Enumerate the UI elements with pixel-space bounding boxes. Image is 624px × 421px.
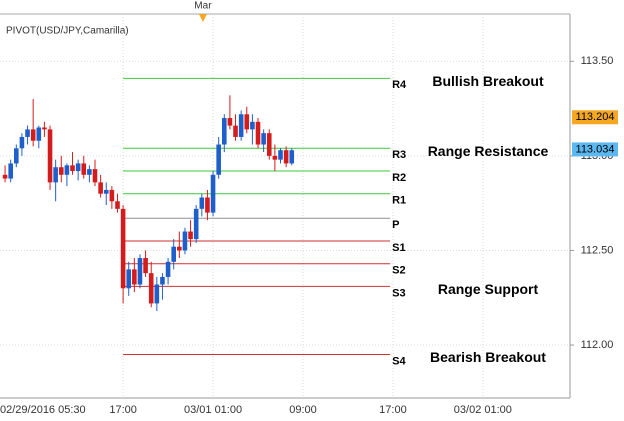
annotation: Bearish Breakout [430,349,546,365]
pivot-label: S1 [392,242,405,254]
price-label: 113.204 [576,111,615,123]
annotation: Bullish Breakout [432,73,544,89]
pivot-label: S3 [392,287,405,299]
pivot-label: S2 [392,265,405,277]
candle-body [75,163,81,172]
candle-body [216,144,221,175]
candle-body [283,150,289,164]
y-tick-label: 112.00 [581,339,614,351]
pivot-label: R3 [392,149,406,161]
candle-body [115,201,120,209]
x-tick-label: 03/01 01:00 [184,404,242,416]
x-tick-label: 02/29/2016 05:30 [0,404,86,416]
x-tick-label: 03/02 01:00 [454,404,512,416]
candle-body [210,174,216,213]
candle-body [148,273,154,304]
candle-body [272,155,278,160]
candle-body [64,165,70,175]
candle-body [53,167,58,183]
candle-body [137,258,143,285]
candle-body [171,246,176,262]
candle-body [87,169,92,175]
candle-body [278,150,283,160]
candle-body [250,121,255,130]
pivot-label: R4 [392,79,407,91]
candle-body [47,129,53,183]
candle-body [14,148,19,164]
x-tick-label: 17:00 [379,404,407,416]
annotation: Range Support [438,281,539,297]
y-tick-label: 113.50 [581,55,614,67]
indicator-label: PIVOT(USD/JPY,Camarilla) [6,26,129,37]
candle-body [244,114,250,130]
candle-body [81,163,87,175]
candle-body [227,118,233,126]
candle-body [143,258,148,274]
candle-body [120,208,126,289]
candle-body [103,189,109,194]
candle-body [233,125,238,137]
price-label-box [572,110,618,125]
candle-body [182,231,188,251]
candle-body [255,121,261,145]
y-tick-label: 112.50 [581,244,614,256]
candle-body [58,167,64,175]
candle-body [98,182,103,194]
candle-body [177,246,182,251]
candle-body [109,189,115,202]
top-marker-label: Mar [194,1,212,12]
candle-body [132,269,137,285]
candle-body [221,118,227,145]
candle-body [289,150,295,164]
candle-body [36,127,42,141]
candle-body [261,133,266,145]
candle-body [2,174,8,179]
price-label: 113.034 [576,143,615,155]
candle-body [160,276,165,285]
candle-body [25,129,30,137]
candle-body [70,165,75,172]
x-tick-label: 17:00 [109,404,137,416]
x-tick-label: 09:00 [289,404,317,416]
top-marker [198,14,207,22]
candle-body [126,269,132,289]
candle-body [193,208,199,240]
candle-body [30,129,36,141]
candle-body [165,261,171,277]
annotation: Range Resistance [428,143,549,159]
price-label-box [572,142,618,157]
candle-body [205,197,210,213]
pivot-label: R1 [392,195,406,207]
pivot-label: R2 [392,172,406,184]
candle-body [42,127,47,130]
candle-body [19,136,25,149]
candle-body [199,197,205,209]
pivot-label: S4 [392,355,406,367]
candle-body [92,169,98,183]
candle-body [8,163,13,179]
candle-body [266,133,272,156]
candle-body [188,231,193,240]
pivot-label: P [392,219,399,231]
candle-body [154,284,160,304]
candle-body [238,114,244,137]
